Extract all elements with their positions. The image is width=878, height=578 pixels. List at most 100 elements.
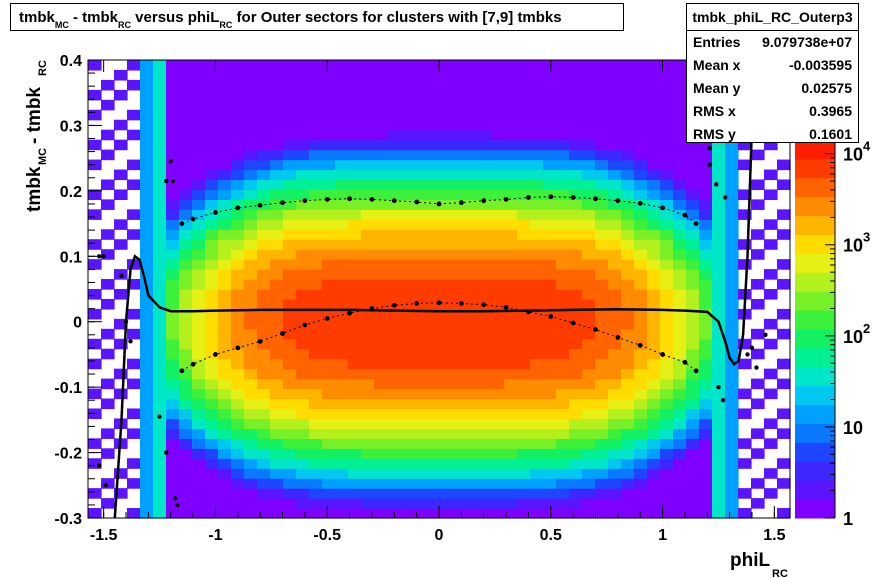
heatmap-cell bbox=[426, 259, 440, 270]
heatmap-cell bbox=[270, 239, 284, 250]
heatmap-cell bbox=[361, 458, 375, 469]
heatmap-cell bbox=[478, 508, 492, 519]
heatmap-cell bbox=[699, 298, 713, 310]
heatmap-cell bbox=[504, 139, 518, 151]
scatter-point bbox=[119, 273, 124, 279]
color-scale-band bbox=[795, 480, 835, 500]
heatmap-cell bbox=[179, 388, 193, 400]
heatmap-cell bbox=[257, 159, 271, 171]
heatmap-cell bbox=[361, 408, 375, 420]
heatmap-cell bbox=[556, 438, 570, 449]
heatmap-cell bbox=[244, 209, 258, 220]
heatmap-cell bbox=[530, 289, 544, 300]
heatmap-cell bbox=[387, 109, 401, 121]
heatmap-cell bbox=[231, 109, 245, 121]
heatmap-cell bbox=[153, 508, 167, 519]
heatmap-cell bbox=[530, 418, 544, 429]
heatmap-cell bbox=[777, 259, 791, 270]
heatmap-cell bbox=[270, 348, 284, 360]
heatmap-cell bbox=[153, 159, 167, 171]
heatmap-cell bbox=[699, 139, 713, 151]
heatmap-cell bbox=[231, 358, 245, 370]
heatmap-cell bbox=[335, 338, 349, 350]
heatmap-cell bbox=[192, 89, 206, 101]
heatmap-cell bbox=[556, 358, 570, 370]
heatmap-cell bbox=[465, 69, 479, 81]
heatmap-cell bbox=[348, 378, 362, 390]
heatmap-cell bbox=[361, 308, 375, 320]
heatmap-cell bbox=[439, 189, 453, 200]
heatmap-cell bbox=[764, 488, 778, 499]
heatmap-cell bbox=[218, 179, 232, 191]
heatmap-cell bbox=[660, 229, 674, 240]
heatmap-cell bbox=[192, 468, 206, 479]
heatmap-cell bbox=[634, 358, 648, 370]
heatmap-cell bbox=[205, 60, 219, 71]
heatmap-cell bbox=[634, 318, 648, 330]
heatmap-cell bbox=[283, 368, 297, 380]
heatmap-cell bbox=[738, 408, 752, 420]
heatmap-cell bbox=[374, 448, 388, 459]
heatmap-cell bbox=[660, 279, 674, 290]
heatmap-cell bbox=[205, 79, 219, 91]
heatmap-cell bbox=[608, 209, 622, 220]
heatmap-cell bbox=[517, 60, 531, 71]
heatmap-cell bbox=[309, 438, 323, 449]
heatmap-cell bbox=[244, 199, 258, 210]
heatmap-cell bbox=[361, 149, 375, 161]
heatmap-cell bbox=[699, 378, 713, 390]
heatmap-cell bbox=[608, 169, 622, 181]
heatmap-cell bbox=[712, 438, 726, 449]
heatmap-cell bbox=[374, 89, 388, 101]
heatmap-cell bbox=[257, 478, 271, 489]
heatmap-cell bbox=[517, 468, 531, 479]
heatmap-cell bbox=[582, 89, 596, 101]
heatmap-cell bbox=[335, 249, 349, 260]
heatmap-cell bbox=[595, 318, 609, 330]
heatmap-cell bbox=[361, 358, 375, 370]
heatmap-cell bbox=[322, 398, 336, 410]
heatmap-cell bbox=[660, 159, 674, 171]
heatmap-cell bbox=[127, 209, 141, 220]
heatmap-cell bbox=[231, 318, 245, 330]
heatmap-cell bbox=[504, 488, 518, 499]
heatmap-cell bbox=[452, 308, 466, 320]
heatmap-cell bbox=[543, 498, 557, 509]
heatmap-cell bbox=[296, 418, 310, 429]
heatmap-cell bbox=[166, 259, 180, 270]
heatmap-cell bbox=[569, 129, 583, 141]
heatmap-cell bbox=[387, 428, 401, 439]
heatmap-cell bbox=[634, 269, 648, 280]
heatmap-cell bbox=[140, 378, 154, 390]
heatmap-cell bbox=[374, 139, 388, 151]
heatmap-cell bbox=[283, 259, 297, 270]
heatmap-cell bbox=[309, 99, 323, 111]
heatmap-cell bbox=[205, 239, 219, 250]
heatmap-cell bbox=[660, 408, 674, 420]
heatmap-cell bbox=[634, 79, 648, 91]
heatmap-cell bbox=[309, 408, 323, 420]
heatmap-cell bbox=[244, 249, 258, 260]
heatmap-cell bbox=[634, 119, 648, 131]
heatmap-cell bbox=[374, 189, 388, 200]
heatmap-cell bbox=[452, 358, 466, 370]
heatmap-cell bbox=[517, 149, 531, 161]
heatmap-cell bbox=[140, 348, 154, 360]
heatmap-cell bbox=[517, 388, 531, 400]
heatmap-cell bbox=[725, 279, 739, 290]
heatmap-cell bbox=[504, 318, 518, 330]
heatmap-cell bbox=[361, 348, 375, 360]
heatmap-cell bbox=[140, 219, 154, 230]
heatmap-cell bbox=[153, 448, 167, 459]
heatmap-cell bbox=[647, 69, 661, 81]
heatmap-cell bbox=[400, 508, 414, 519]
heatmap-cell bbox=[179, 209, 193, 220]
heatmap-cell bbox=[114, 169, 128, 181]
heatmap-cell bbox=[374, 289, 388, 300]
heatmap-cell bbox=[491, 189, 505, 200]
heatmap-cell bbox=[452, 119, 466, 131]
heatmap-cell bbox=[270, 99, 284, 111]
heatmap-cell bbox=[426, 358, 440, 370]
heatmap-cell bbox=[166, 308, 180, 320]
heatmap-cell bbox=[361, 328, 375, 340]
